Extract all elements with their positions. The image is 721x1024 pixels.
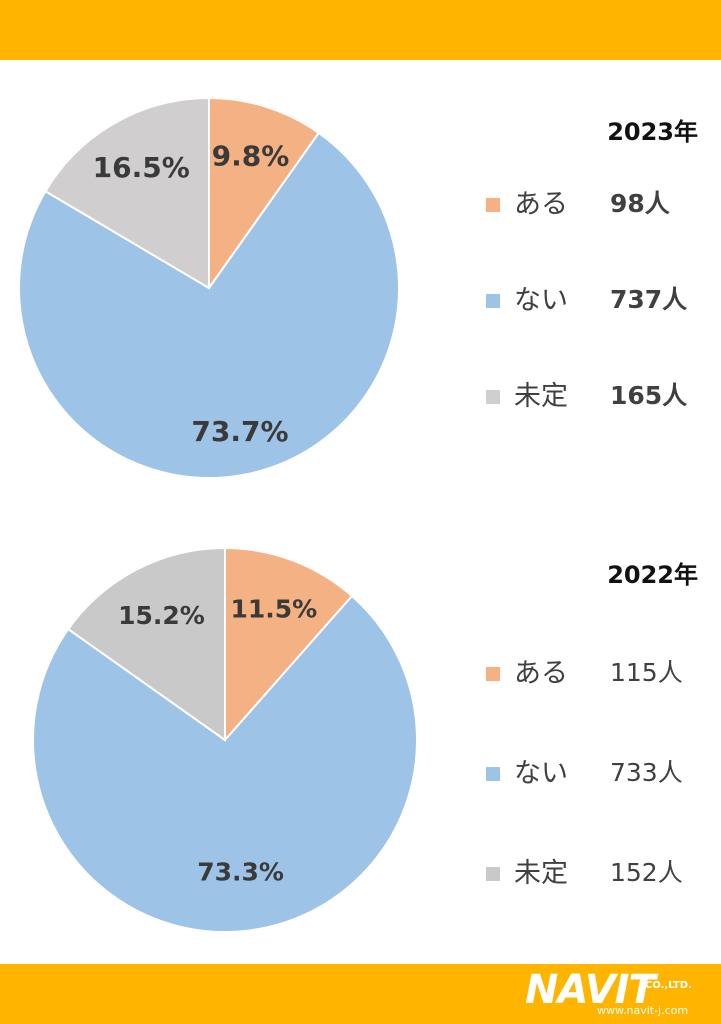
legend-count: 737人 <box>610 285 688 314</box>
pie-label-nai: 73.3% <box>197 857 284 886</box>
legend-count: 165人 <box>610 381 688 410</box>
legend-count: 152人 <box>610 858 683 887</box>
legend-count: 733人 <box>610 758 683 787</box>
pie-label-aru: 9.8% <box>212 140 290 173</box>
legend-label: 未定 <box>514 858 568 889</box>
legend-label: ない <box>514 758 568 789</box>
legend-count: 98人 <box>610 189 670 218</box>
legend-item-mitei: 未定 165人 <box>480 344 710 440</box>
legend-label: ある <box>514 189 568 220</box>
legend-item-aru: ある 98人 <box>480 152 710 248</box>
legend-item-aru: ある 115人 <box>480 595 710 695</box>
legend-label: 未定 <box>514 381 568 412</box>
pie-slice-nai <box>18 131 400 479</box>
company-logo: NAVIT CO.,LTD. www.navit-j.com <box>525 968 715 1020</box>
swatch-aru <box>486 198 500 212</box>
bottom-band <box>0 964 721 1024</box>
pie-label-mitei: 15.2% <box>118 601 205 630</box>
legend-item-nai: ない 733人 <box>480 695 710 795</box>
pie-label-mitei: 16.5% <box>93 151 190 184</box>
legend-2023: 2023年 ある 98人 ない 737人 未定 165人 <box>480 112 710 440</box>
pie-chart-2023: 9.8% 73.7% 16.5% <box>18 96 400 479</box>
legend-item-mitei: 未定 152人 <box>480 795 710 895</box>
pie-label-nai: 73.7% <box>191 415 288 448</box>
pie-slice-nai <box>32 594 418 933</box>
legend-count: 115人 <box>610 658 683 687</box>
logo-suffix: CO.,LTD. <box>645 980 692 991</box>
legend-label: ある <box>514 658 568 689</box>
pie-slice-mitei <box>44 96 210 290</box>
legend-label: ない <box>514 285 568 316</box>
swatch-mitei <box>486 867 500 881</box>
chart-title: 2022年 <box>607 561 698 589</box>
pie-slice-mitei <box>66 546 226 742</box>
swatch-mitei <box>486 390 500 404</box>
top-band <box>0 0 721 60</box>
logo-url: www.navit-j.com <box>597 1004 689 1017</box>
chart-title: 2023年 <box>607 118 698 146</box>
swatch-nai <box>486 767 500 781</box>
swatch-nai <box>486 294 500 308</box>
pie-slice-aru <box>224 546 354 743</box>
legend-2022: 2022年 ある 115人 ない 733人 未定 152人 <box>480 555 710 895</box>
swatch-aru <box>486 667 500 681</box>
pie-label-aru: 11.5% <box>230 595 317 624</box>
logo-name: NAVIT <box>525 967 656 1013</box>
legend-item-nai: ない 737人 <box>480 248 710 344</box>
pie-chart-2022: 11.5% 73.3% 15.2% <box>32 546 418 933</box>
pie-slice-aru <box>208 96 321 292</box>
